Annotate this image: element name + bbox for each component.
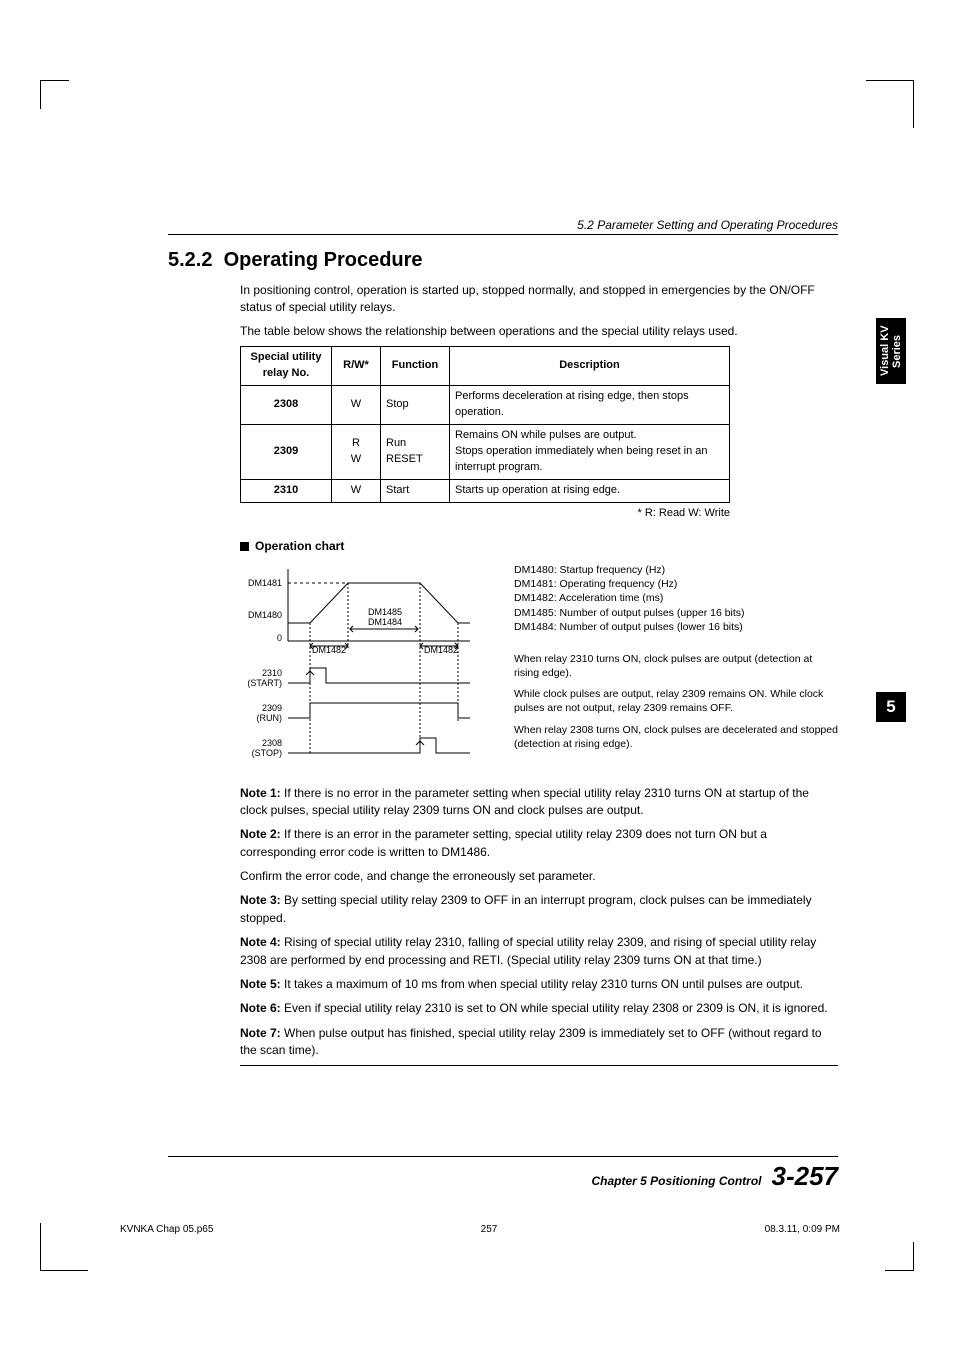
legend-line: DM1481: Operating frequency (Hz)	[514, 577, 838, 591]
td: W	[332, 479, 381, 502]
legend-line: DM1484: Number of output pulses (lower 1…	[514, 620, 838, 634]
intro-para: The table below shows the relationship b…	[240, 323, 838, 340]
running-head: 5.2 Parameter Setting and Operating Proc…	[168, 218, 838, 232]
td: W	[332, 386, 381, 425]
footer-rule	[168, 1156, 838, 1157]
section-heading: 5.2.2 Operating Procedure	[168, 249, 838, 272]
td: R W	[332, 424, 381, 479]
th: Special utility relay No.	[241, 347, 332, 386]
table-legend: * R: Read W: Write	[240, 506, 730, 522]
page-number: 3-257	[772, 1161, 839, 1192]
note: Confirm the error code, and change the e…	[240, 868, 838, 885]
td: Run RESET	[381, 424, 450, 479]
operation-chart: DM1481 DM1480 0 DM1485 DM1484 DM1482 DM1…	[240, 563, 838, 769]
svg-text:(START): (START)	[247, 678, 282, 688]
square-icon	[240, 542, 249, 551]
note: Note 7: When pulse output has finished, …	[240, 1025, 838, 1060]
page: Visual KV Series 5 5.2 Parameter Setting…	[0, 0, 954, 1351]
crop-mark	[40, 80, 69, 109]
svg-text:DM1485: DM1485	[368, 607, 402, 617]
rule	[240, 1065, 838, 1066]
td: 2308	[241, 386, 332, 425]
svg-text:2308: 2308	[262, 738, 282, 748]
series-tab: Visual KV Series	[876, 318, 906, 384]
td: Remains ON while pulses are output. Stop…	[450, 424, 730, 479]
chart-svg: DM1481 DM1480 0 DM1485 DM1484 DM1482 DM1…	[240, 563, 500, 769]
chart-legend: DM1480: Startup frequency (Hz) DM1481: O…	[514, 563, 838, 769]
table-row: 2308 W Stop Performs deceleration at ris…	[241, 386, 730, 425]
th: R/W*	[332, 347, 381, 386]
td: Stop	[381, 386, 450, 425]
slug-file: KVNKA Chap 05.p65	[120, 1224, 213, 1235]
crop-mark	[885, 80, 914, 109]
legend-block: When relay 2308 turns ON, clock pulses a…	[514, 723, 838, 751]
table-row: 2309 R W Run RESET Remains ON while puls…	[241, 424, 730, 479]
body: In positioning control, operation is sta…	[240, 282, 838, 1066]
chapter-title: Chapter 5 Positioning Control	[592, 1174, 762, 1188]
note: Note 5: It takes a maximum of 10 ms from…	[240, 976, 838, 993]
table-header-row: Special utility relay No. R/W* Function …	[241, 347, 730, 386]
subheading: Operation chart	[240, 538, 838, 555]
legend-line: DM1482: Acceleration time (ms)	[514, 591, 838, 605]
section-number: 5.2.2	[168, 249, 212, 271]
section-title: Operating Procedure	[224, 249, 423, 271]
notes: Note 1: If there is no error in the para…	[240, 785, 838, 1060]
note: Note 3: By setting special utility relay…	[240, 892, 838, 927]
td: Start	[381, 479, 450, 502]
svg-text:2310: 2310	[262, 668, 282, 678]
note: Note 6: Even if special utility relay 23…	[240, 1000, 838, 1017]
intro-para: In positioning control, operation is sta…	[240, 282, 838, 317]
crop-mark	[40, 1242, 69, 1271]
chapter-tab: 5	[876, 692, 906, 722]
content-area: 5.2 Parameter Setting and Operating Proc…	[168, 218, 838, 1080]
th: Description	[450, 347, 730, 386]
svg-text:(RUN): (RUN)	[257, 713, 283, 723]
svg-text:DM1480: DM1480	[248, 610, 282, 620]
footer: Chapter 5 Positioning Control 3-257	[168, 1156, 838, 1192]
note: Note 2: If there is an error in the para…	[240, 826, 838, 861]
td: Starts up operation at rising edge.	[450, 479, 730, 502]
slug-page: 257	[481, 1224, 498, 1235]
svg-text:DM1481: DM1481	[248, 578, 282, 588]
note: Note 1: If there is no error in the para…	[240, 785, 838, 820]
svg-text:DM1484: DM1484	[368, 617, 402, 627]
legend-block: When relay 2310 turns ON, clock pulses a…	[514, 652, 838, 680]
th: Function	[381, 347, 450, 386]
slug-line: KVNKA Chap 05.p65 257 08.3.11, 0:09 PM	[120, 1224, 840, 1235]
td: Performs deceleration at rising edge, th…	[450, 386, 730, 425]
crop-mark	[885, 1242, 914, 1271]
legend-block: While clock pulses are output, relay 230…	[514, 687, 838, 715]
slug-date: 08.3.11, 0:09 PM	[765, 1224, 840, 1235]
note: Note 4: Rising of special utility relay …	[240, 934, 838, 969]
table-row: 2310 W Start Starts up operation at risi…	[241, 479, 730, 502]
legend-line: DM1480: Startup frequency (Hz)	[514, 563, 838, 577]
td: 2309	[241, 424, 332, 479]
td: 2310	[241, 479, 332, 502]
legend-line: DM1485: Number of output pulses (upper 1…	[514, 606, 838, 620]
svg-text:(STOP): (STOP)	[252, 748, 282, 758]
svg-text:2309: 2309	[262, 703, 282, 713]
relay-table: Special utility relay No. R/W* Function …	[240, 346, 730, 503]
svg-text:0: 0	[277, 633, 282, 643]
rule	[168, 234, 838, 235]
